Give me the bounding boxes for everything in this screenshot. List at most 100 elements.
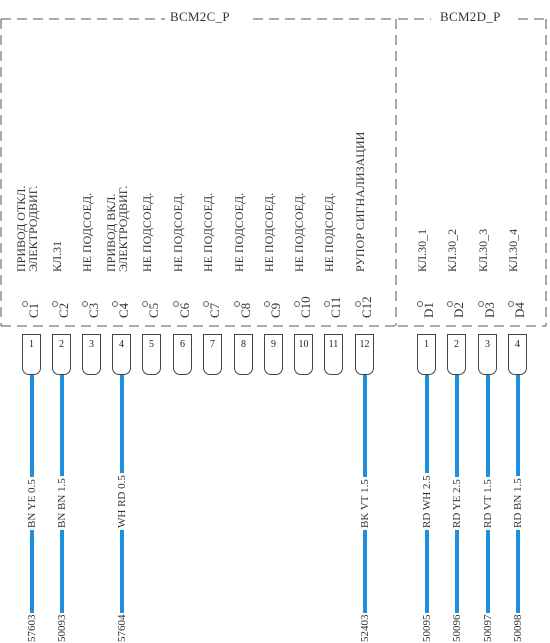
connector-name-left: BCM2C_P: [170, 9, 230, 24]
left-pin-C12-function-line-1: РУПОР СИГНАЛИЗАЦИИ: [353, 131, 367, 272]
left-pin-C7-function-line-1: НЕ ПОДСОЕД.: [201, 192, 215, 272]
right-pin-D4-number: 4: [515, 339, 520, 350]
left-pin-C6-terminal: 6: [173, 334, 192, 375]
left-pin-C6-id: C6: [177, 302, 192, 318]
left-pin-C12-circuit: 52403: [359, 613, 371, 643]
left-pin-C1-function: ПРИВОД ОТКЛ. ЭЛЕКТРОДВИГ.: [14, 185, 40, 272]
left-pin-C7-function: НЕ ПОДСОЕД.: [201, 192, 215, 272]
left-pin-C4-function-line-2: ЭЛЕКТРОДВИГ.: [116, 185, 130, 272]
right-pin-D3-id: D3: [482, 302, 497, 318]
left-pin-C9-function: НЕ ПОДСОЕД.: [262, 192, 276, 272]
right-pin-D2-circuit: 50096: [451, 613, 463, 643]
left-pin-C9-number: 9: [271, 339, 276, 350]
left-pin-C3-function: НЕ ПОДСОЕД.: [80, 192, 94, 272]
left-pin-C9-terminal: 9: [264, 334, 283, 375]
left-pin-C3-hole: [82, 301, 88, 307]
right-pin-D2-hole: [447, 301, 453, 307]
left-pin-C4-terminal: 4: [112, 334, 131, 375]
left-pin-C8-id: C8: [238, 302, 253, 318]
left-pin-C2-function-line-1: КЛ.31: [50, 240, 64, 272]
left-pin-C1-id: C1: [26, 302, 41, 318]
left-pin-C11-hole: [324, 301, 330, 307]
left-pin-C12-terminal: 12: [355, 334, 374, 375]
left-pin-C4-number: 4: [119, 339, 124, 350]
right-pin-D2-terminal: 2: [447, 334, 466, 375]
left-pin-C7-number: 7: [210, 339, 215, 350]
right-pin-D3-number: 3: [485, 339, 490, 350]
right-pin-D1-terminal: 1: [417, 334, 436, 375]
left-pin-C9-function-line-1: НЕ ПОДСОЕД.: [262, 192, 276, 272]
right-pin-D1-hole: [417, 301, 423, 307]
left-pin-C5-hole: [142, 301, 148, 307]
left-pin-C2-terminal: 2: [52, 334, 71, 375]
right-pin-D2-function: КЛ.30_2: [445, 228, 459, 272]
left-pin-C3-number: 3: [89, 339, 94, 350]
right-pin-D3-wire-color: RD VT 1.5: [482, 477, 494, 530]
left-pin-C1-circuit: 57603: [26, 613, 38, 643]
left-pin-C1-number: 1: [29, 339, 34, 350]
left-pin-C10-id: C10: [298, 296, 313, 318]
left-pin-C10-terminal: 10: [294, 334, 313, 375]
left-pin-C3-id: C3: [86, 302, 101, 318]
left-pin-C12-id: C12: [359, 296, 374, 318]
right-pin-D4-circuit: 50098: [512, 613, 524, 643]
left-pin-C1-function-line-2: ЭЛЕКТРОДВИГ.: [26, 185, 40, 272]
left-pin-C12-wire-color: BK VT 1.5: [359, 477, 371, 530]
right-pin-D1-id: D1: [421, 302, 436, 318]
left-pin-C9-hole: [264, 301, 270, 307]
left-pin-C3-function-line-1: НЕ ПОДСОЕД.: [80, 192, 94, 272]
left-pin-C1-hole: [22, 301, 28, 307]
left-pin-C4-wire-color: WH RD 0.5: [116, 473, 128, 530]
left-pin-C6-number: 6: [180, 339, 185, 350]
left-pin-C8-number: 8: [241, 339, 246, 350]
connector-name-right: BCM2D_P: [440, 9, 501, 24]
right-pin-D4-id: D4: [512, 302, 527, 318]
left-pin-C7-hole: [203, 301, 209, 307]
left-pin-C10-function: НЕ ПОДСОЕД.: [292, 192, 306, 272]
right-pin-D2-number: 2: [454, 339, 459, 350]
left-pin-C6-function-line-1: НЕ ПОДСОЕД.: [171, 192, 185, 272]
right-pin-D4-hole: [508, 301, 514, 307]
right-pin-D4-function-line-1: КЛ.30_4: [506, 228, 520, 272]
right-pin-D3-function: КЛ.30_3: [476, 229, 490, 272]
left-pin-C4-hole: [112, 301, 118, 307]
right-pin-D3-terminal: 3: [478, 334, 497, 375]
right-pin-D1-function-line-1: КЛ.30_1: [415, 228, 429, 272]
left-pin-C7-terminal: 7: [203, 334, 222, 375]
left-pin-C5-terminal: 5: [142, 334, 161, 375]
left-pin-C12-function: РУПОР СИГНАЛИЗАЦИИ: [353, 131, 367, 272]
left-pin-C4-function: ПРИВОД ВКЛ. ЭЛЕКТРОДВИГ.: [104, 185, 130, 272]
left-pin-C10-number: 10: [298, 339, 309, 350]
right-pin-D2-id: D2: [451, 302, 466, 318]
right-pin-D2-wire-color: RD YE 2.5: [451, 477, 463, 530]
right-pin-D2-function-line-1: КЛ.30_2: [445, 228, 459, 272]
right-pin-D1-function: КЛ.30_1: [415, 228, 429, 272]
left-pin-C5-function: НЕ ПОДСОЕД.: [140, 193, 154, 272]
right-pin-D4-wire-color: RD BN 1.5: [512, 476, 524, 530]
left-pin-C8-function: НЕ ПОДСОЕД.: [232, 192, 246, 272]
left-pin-C12-number: 12: [359, 339, 370, 350]
right-pin-D1-circuit: 50095: [421, 613, 433, 643]
left-pin-C10-hole: [294, 301, 300, 307]
left-pin-C2-circuit: 50093: [56, 613, 68, 643]
left-pin-C8-terminal: 8: [234, 334, 253, 375]
left-pin-C11-function: НЕ ПОДСОЕД.: [322, 193, 336, 272]
left-pin-C2-function: КЛ.31: [50, 240, 64, 272]
left-pin-C2-id: C2: [56, 302, 71, 318]
left-pin-C6-hole: [173, 301, 179, 307]
left-pin-C5-id: C5: [146, 302, 161, 318]
right-pin-D4-function: КЛ.30_4: [506, 228, 520, 272]
left-pin-C6-function: НЕ ПОДСОЕД.: [171, 192, 185, 272]
left-pin-C2-number: 2: [59, 339, 64, 350]
left-pin-C2-hole: [52, 301, 58, 307]
left-pin-C10-function-line-1: НЕ ПОДСОЕД.: [292, 192, 306, 272]
right-pin-D1-number: 1: [424, 339, 429, 350]
left-pin-C5-number: 5: [149, 339, 154, 350]
left-pin-C11-terminal: 11: [324, 334, 343, 375]
left-pin-C8-function-line-1: НЕ ПОДСОЕД.: [232, 192, 246, 272]
left-pin-C4-id: C4: [116, 302, 131, 318]
left-pin-C11-id: C11: [328, 296, 343, 318]
right-pin-D3-circuit: 50097: [482, 613, 494, 643]
